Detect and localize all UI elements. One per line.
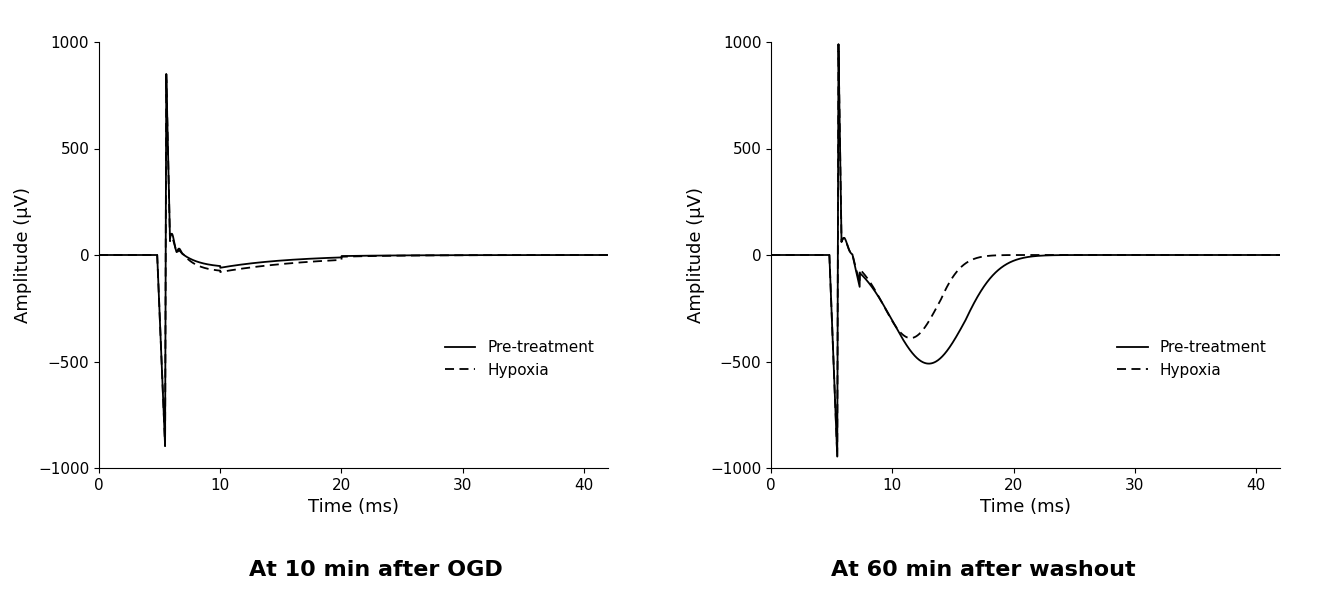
Pre-treatment — [1065, 251, 1081, 259]
Pre-treatment — [158, 71, 174, 78]
Hypoxia — [91, 251, 107, 259]
Pre-treatment — [392, 252, 408, 259]
Hypoxia — [829, 453, 845, 460]
Pre-treatment — [1272, 251, 1288, 259]
Line: Hypoxia: Hypoxia — [99, 74, 609, 446]
Hypoxia — [157, 442, 173, 449]
Line: Pre-treatment: Pre-treatment — [771, 44, 1280, 457]
Legend: Pre-treatment, Hypoxia: Pre-treatment, Hypoxia — [438, 334, 601, 383]
Pre-treatment — [789, 251, 805, 259]
Hypoxia — [276, 260, 292, 268]
Hypoxia — [1065, 251, 1081, 259]
Hypoxia — [158, 71, 174, 78]
Hypoxia — [948, 269, 964, 277]
Hypoxia — [469, 251, 484, 259]
Legend: Pre-treatment, Hypoxia: Pre-treatment, Hypoxia — [1111, 334, 1272, 383]
Pre-treatment — [496, 251, 512, 259]
Hypoxia — [1272, 251, 1288, 259]
Pre-treatment — [830, 41, 846, 48]
Hypoxia — [789, 251, 805, 259]
Line: Pre-treatment: Pre-treatment — [99, 74, 609, 446]
Pre-treatment — [276, 257, 292, 264]
Hypoxia — [763, 251, 779, 259]
Hypoxia — [601, 251, 616, 259]
Hypoxia — [414, 252, 430, 259]
Pre-treatment — [601, 251, 616, 259]
Y-axis label: Amplitude (μV): Amplitude (μV) — [686, 187, 705, 323]
X-axis label: Time (ms): Time (ms) — [308, 498, 399, 516]
Pre-treatment — [948, 334, 964, 341]
Pre-treatment — [414, 251, 430, 259]
Text: At 10 min after OGD: At 10 min after OGD — [249, 560, 503, 580]
Pre-treatment — [469, 251, 484, 259]
X-axis label: Time (ms): Time (ms) — [981, 498, 1072, 516]
Hypoxia — [116, 251, 132, 259]
Pre-treatment — [116, 251, 132, 259]
Hypoxia — [830, 41, 846, 48]
Pre-treatment — [1140, 251, 1156, 259]
Pre-treatment — [763, 251, 779, 259]
Line: Hypoxia: Hypoxia — [771, 44, 1280, 457]
Hypoxia — [1086, 251, 1102, 259]
Y-axis label: Amplitude (μV): Amplitude (μV) — [15, 187, 33, 323]
Pre-treatment — [1086, 251, 1102, 259]
Hypoxia — [496, 251, 512, 259]
Pre-treatment — [1168, 251, 1184, 259]
Hypoxia — [1140, 251, 1156, 259]
Pre-treatment — [157, 442, 173, 449]
Hypoxia — [392, 252, 408, 259]
Hypoxia — [1168, 251, 1184, 259]
Pre-treatment — [829, 453, 845, 460]
Pre-treatment — [91, 251, 107, 259]
Text: At 60 min after washout: At 60 min after washout — [832, 560, 1135, 580]
